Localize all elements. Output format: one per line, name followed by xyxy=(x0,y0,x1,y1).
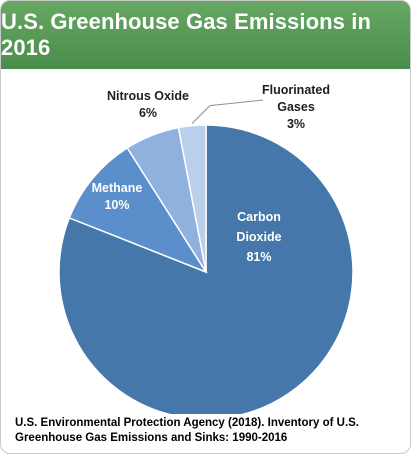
pie-slice-methane xyxy=(68,146,208,274)
leader-lines xyxy=(191,99,264,125)
slice-label-fluorinated-gases: Gases xyxy=(277,100,315,114)
pie-slice-fluorinated-gases xyxy=(177,124,207,273)
slice-label-nitrous-oxide: Nitrous Oxide xyxy=(107,89,189,103)
slice-label-methane: Methane xyxy=(92,181,143,195)
slice-label-methane: 10% xyxy=(104,198,129,212)
slice-labels: Carbon Dioxide 81% Methane 10% Nitrous Oxide 6… xyxy=(92,83,330,264)
slice-label-carbon-dioxide: 81% xyxy=(246,250,271,264)
slice-label-carbon-dioxide: Dioxide xyxy=(236,230,281,244)
slice-label-fluorinated-gases: 3% xyxy=(287,117,305,131)
title-banner: U.S. Greenhouse Gas Emissions in 2016 xyxy=(1,1,410,69)
slice-label-carbon-dioxide: Carbon xyxy=(237,210,281,224)
slice-label-fluorinated-gases: Fluorinated xyxy=(262,83,330,97)
slice-label-nitrous-oxide: 6% xyxy=(139,106,157,120)
source-citation: U.S. Environmental Protection Agency (20… xyxy=(15,417,360,444)
leader-line-fluorinated-gases xyxy=(191,99,264,125)
pie-chart: Carbon Dioxide 81% Methane 10% Nitrous Oxide 6… xyxy=(58,83,354,414)
pie-slices xyxy=(58,124,354,414)
chart-title: U.S. Greenhouse Gas Emissions in 2016 xyxy=(1,9,371,60)
